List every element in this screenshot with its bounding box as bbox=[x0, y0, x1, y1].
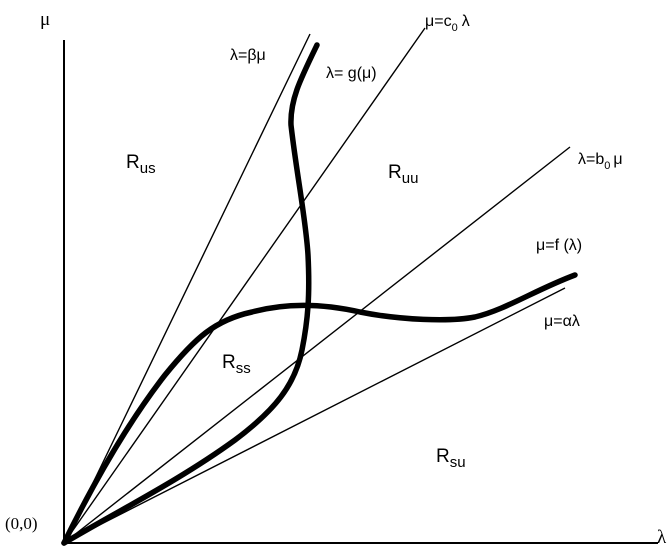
line-c0-label-main: μ=c bbox=[425, 13, 452, 30]
region-su-label: Rsu bbox=[436, 446, 466, 471]
curve-g-label: λ= g(μ) bbox=[326, 65, 377, 82]
line-mu-c0-lambda bbox=[63, 27, 426, 544]
origin-label: (0,0) bbox=[5, 514, 38, 533]
line-b0-label-sub: 0 bbox=[604, 160, 610, 172]
region-ss-main: R bbox=[222, 352, 236, 373]
line-alpha-label: μ=αλ bbox=[544, 313, 580, 330]
region-us-sub: us bbox=[140, 160, 156, 177]
line-c0-label-sub: 0 bbox=[452, 22, 458, 34]
region-ss-label: Rss bbox=[222, 352, 251, 377]
line-c0-label: μ=c0 λ bbox=[425, 13, 470, 34]
line-lambda-beta-mu bbox=[63, 33, 311, 544]
region-uu-main: R bbox=[388, 162, 402, 183]
curve-f bbox=[61, 272, 578, 546]
line-b0-label-tail: μ bbox=[613, 151, 622, 168]
y-axis-label: μ bbox=[40, 9, 50, 30]
curve-f-label: μ=f (λ) bbox=[536, 237, 582, 254]
line-b0-label: λ=b0 μ bbox=[578, 151, 623, 172]
region-us-label: Rus bbox=[126, 152, 156, 177]
region-su-main: R bbox=[436, 446, 450, 467]
line-c0-label-tail: λ bbox=[462, 13, 470, 30]
curve-g bbox=[61, 42, 320, 546]
line-beta-label: λ=βμ bbox=[230, 47, 266, 64]
line-b0-label-main: λ=b bbox=[578, 151, 604, 168]
line-mu-alpha-lambda bbox=[63, 287, 566, 544]
region-uu-sub: uu bbox=[402, 170, 419, 187]
x-axis-label: λ bbox=[657, 527, 667, 548]
region-us-main: R bbox=[126, 152, 140, 173]
region-su-sub: su bbox=[450, 454, 466, 471]
region-uu-label: Ruu bbox=[388, 162, 418, 187]
region-ss-sub: ss bbox=[236, 360, 251, 377]
line-lambda-b0-mu bbox=[63, 146, 571, 544]
